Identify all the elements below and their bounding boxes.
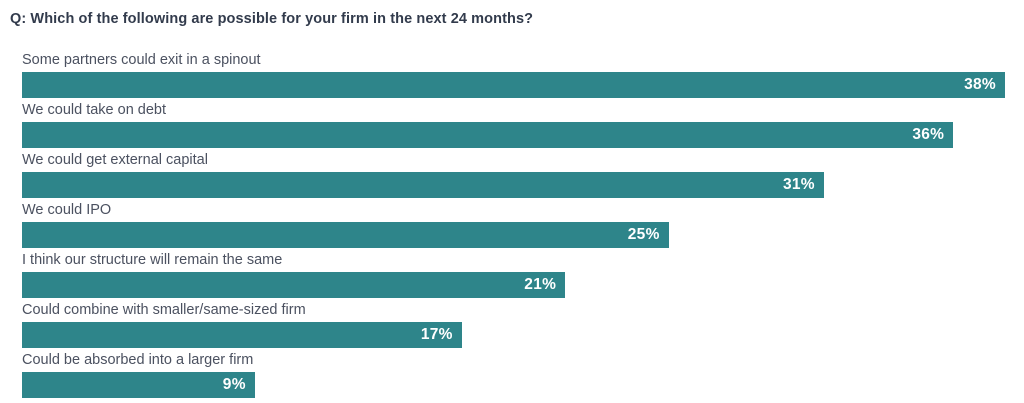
bar-category-label: Could combine with smaller/same-sized fi… xyxy=(22,302,306,318)
bar: 9% xyxy=(22,372,255,398)
bar: 21% xyxy=(22,272,566,298)
bar-track: 21% xyxy=(22,272,1005,298)
bar-row: Could be absorbed into a larger firm 9% xyxy=(22,352,1005,402)
bar-track: 17% xyxy=(22,322,1005,348)
bar-track: 38% xyxy=(22,72,1005,98)
chart-question-title: Q: Which of the following are possible f… xyxy=(10,11,534,27)
bar-track: 31% xyxy=(22,172,1005,198)
bar: 38% xyxy=(22,72,1005,98)
bar-category-label: I think our structure will remain the sa… xyxy=(22,252,283,268)
bar-value-label: 31% xyxy=(782,176,815,193)
bar-track: 36% xyxy=(22,122,1005,148)
bar-row: Some partners could exit in a spinout 38… xyxy=(22,52,1005,102)
bar-category-label: Could be absorbed into a larger firm xyxy=(22,352,254,368)
bar: 36% xyxy=(22,122,954,148)
bar-row: Could combine with smaller/same-sized fi… xyxy=(22,302,1005,352)
bar-row: I think our structure will remain the sa… xyxy=(22,252,1005,302)
bar-row: We could IPO 25% xyxy=(22,202,1005,252)
bar-row: We could get external capital 31% xyxy=(22,152,1005,202)
bar: 17% xyxy=(22,322,462,348)
bar-track: 9% xyxy=(22,372,1005,398)
bar-category-label: We could IPO xyxy=(22,202,112,218)
bar-value-label: 21% xyxy=(524,276,557,293)
bar-row: We could take on debt 36% xyxy=(22,102,1005,152)
bar-value-label: 17% xyxy=(420,326,453,343)
bar-value-label: 36% xyxy=(912,126,945,143)
bar-value-label: 25% xyxy=(627,226,660,243)
bar-category-label: Some partners could exit in a spinout xyxy=(22,52,261,68)
bar-track: 25% xyxy=(22,222,1005,248)
bar: 31% xyxy=(22,172,824,198)
bar-category-label: We could take on debt xyxy=(22,102,167,118)
bar: 25% xyxy=(22,222,669,248)
bar-value-label: 9% xyxy=(222,376,246,393)
bar-chart: Some partners could exit in a spinout 38… xyxy=(22,52,1005,402)
bar-value-label: 38% xyxy=(964,76,996,93)
bar-category-label: We could get external capital xyxy=(22,152,208,168)
